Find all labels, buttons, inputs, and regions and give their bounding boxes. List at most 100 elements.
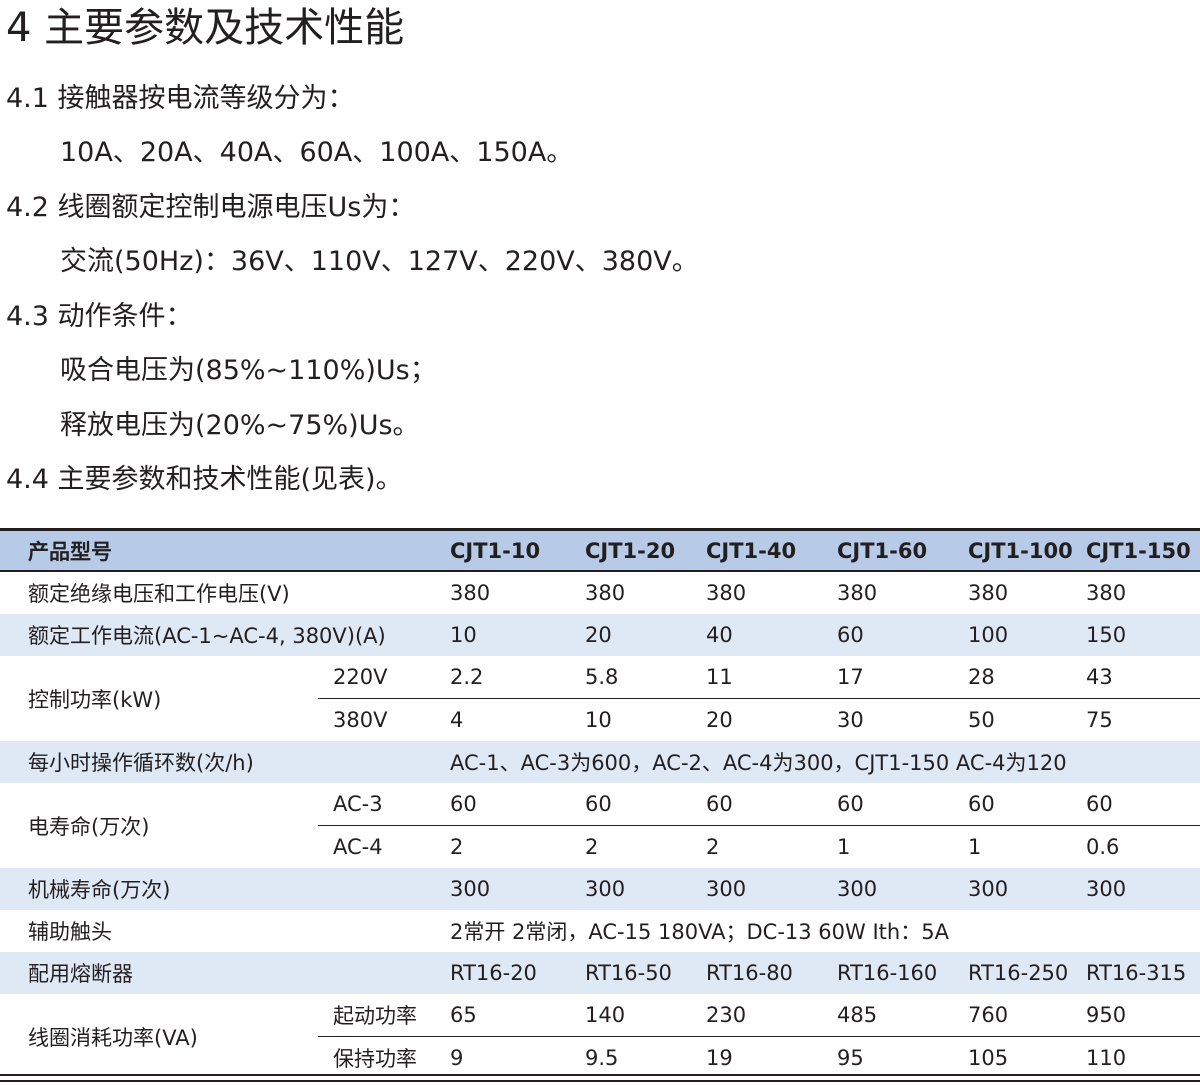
- value-cell: 950: [1084, 994, 1200, 1037]
- value-cell: RT16-20: [448, 952, 583, 994]
- value-cell: 60: [966, 783, 1084, 826]
- value-cell: 300: [835, 868, 966, 910]
- model-header: CJT1-150: [1084, 531, 1200, 572]
- value-cell: 19: [706, 1046, 733, 1070]
- sub-row-label: 220V: [318, 656, 448, 699]
- value-cell: 300: [704, 868, 835, 910]
- row-label: 辅助触头: [28, 920, 112, 944]
- model-header: CJT1-60: [835, 531, 966, 572]
- value-cell: 300: [583, 868, 704, 910]
- value-cell: 11: [704, 656, 835, 699]
- value-cell: 760: [966, 994, 1084, 1037]
- value-cell: 2: [706, 835, 720, 859]
- section-heading: 4 主要参数及技术性能: [6, 5, 405, 51]
- value-cell: 0.6: [1086, 835, 1120, 859]
- value-cell: 1: [968, 835, 982, 859]
- parameters-table: 产品型号 CJT1-10 CJT1-20 CJT1-40 CJT1-60 CJT1-100…: [0, 528, 1200, 1079]
- value-cell: 2: [585, 835, 599, 859]
- value-cell: 300: [448, 868, 583, 910]
- table-row: 保持功率 9 9.5 19 95 105 110: [0, 1037, 1200, 1080]
- value-cell: 140: [583, 994, 704, 1037]
- sub-row-label: 380V: [333, 708, 388, 732]
- value-cell: RT16-50: [583, 952, 704, 994]
- voltage-levels: 交流(50Hz)：36V、110V、127V、220V、380V。: [60, 246, 699, 277]
- model-header: CJT1-10: [448, 531, 583, 572]
- row-label: 额定工作电流(AC-1~AC-4, 380V)(A): [0, 614, 448, 656]
- value-cell: 5.8: [583, 656, 704, 699]
- value-cell: 50: [968, 708, 995, 732]
- row-label: 控制功率(kW): [28, 687, 162, 712]
- value-cell: 43: [1084, 656, 1200, 699]
- value-cell: 9: [450, 1046, 464, 1070]
- value-cell: RT16-315: [1084, 952, 1200, 994]
- value-cell: 2.2: [448, 656, 583, 699]
- value-cell: 380: [450, 581, 491, 605]
- value-cell: 150: [1084, 614, 1200, 656]
- value-cell: 10: [585, 708, 612, 732]
- sub-row-label: AC-3: [318, 783, 448, 826]
- row-label: 额定绝缘电压和工作电压(V): [28, 582, 290, 606]
- table-row: 辅助触头 2常开 2常闭，AC-15 180VA；DC-13 60W Ith：5A: [0, 910, 1200, 952]
- value-cell: 380: [837, 581, 878, 605]
- model-header: CJT1-40: [704, 531, 835, 572]
- row-label: 配用熔断器: [0, 952, 448, 994]
- value-cell: 380: [706, 581, 747, 605]
- row-label: 每小时操作循环数(次/h): [0, 741, 448, 783]
- value-cell: 20: [583, 614, 704, 656]
- value-cell: 40: [704, 614, 835, 656]
- value-cell: 105: [968, 1046, 1009, 1070]
- value-cell: 20: [706, 708, 733, 732]
- value-cell: 230: [704, 994, 835, 1037]
- header-label: 产品型号: [0, 531, 448, 572]
- para-4-2: 4.2 线圈额定控制电源电压Us为：: [6, 192, 416, 223]
- value-cell: 2: [450, 835, 464, 859]
- table-row: 产品型号 CJT1-10 CJT1-20 CJT1-40 CJT1-60 CJT1-100…: [0, 531, 1200, 572]
- para-4-4: 4.4 主要参数和技术性能(见表)。: [6, 464, 403, 495]
- table-bottom-rule: [0, 1074, 1200, 1082]
- value-cell: 28: [966, 656, 1084, 699]
- table-row: 每小时操作循环数(次/h) AC-1、AC-3为600，AC-2、AC-4为300…: [0, 741, 1200, 783]
- row-label: 机械寿命(万次): [0, 868, 448, 910]
- value-cell: 60: [704, 783, 835, 826]
- value-cell: 1: [837, 835, 851, 859]
- release-voltage: 释放电压为(20%~75%)Us。: [60, 410, 420, 441]
- row-text: 2常开 2常闭，AC-15 180VA；DC-13 60W Ith：5A: [450, 920, 949, 944]
- value-cell: 9.5: [585, 1046, 619, 1070]
- value-cell: 300: [966, 868, 1084, 910]
- value-cell: 60: [583, 783, 704, 826]
- para-4-1: 4.1 接触器按电流等级分为：: [6, 83, 355, 114]
- table-row: 额定绝缘电压和工作电压(V) 380 380 380 380 380 380: [0, 571, 1200, 614]
- value-cell: 30: [837, 708, 864, 732]
- row-label: 线圈消耗功率(VA): [28, 1025, 198, 1050]
- row-label: 电寿命(万次): [28, 814, 150, 839]
- sub-row-label: 保持功率: [333, 1047, 417, 1071]
- value-cell: 4: [450, 708, 464, 732]
- value-cell: 300: [1084, 868, 1200, 910]
- value-cell: 380: [968, 581, 1009, 605]
- value-cell: 17: [835, 656, 966, 699]
- value-cell: 60: [835, 783, 966, 826]
- current-levels: 10A、20A、40A、60A、100A、150A。: [60, 137, 574, 168]
- pickup-voltage: 吸合电压为(85%~110%)Us；: [60, 355, 437, 386]
- para-4-3: 4.3 动作条件：: [6, 301, 193, 332]
- sub-row-label: AC-4: [333, 835, 383, 859]
- value-cell: RT16-250: [966, 952, 1084, 994]
- value-cell: 60: [448, 783, 583, 826]
- value-cell: 60: [835, 614, 966, 656]
- value-cell: 485: [835, 994, 966, 1037]
- model-header: CJT1-20: [583, 531, 704, 572]
- value-cell: 380: [585, 581, 626, 605]
- value-cell: 110: [1086, 1046, 1127, 1070]
- model-header: CJT1-100: [966, 531, 1084, 572]
- table-row: 机械寿命(万次) 300 300 300 300 300 300: [0, 868, 1200, 910]
- value-cell: 100: [966, 614, 1084, 656]
- value-cell: 95: [837, 1046, 864, 1070]
- table-row: 配用熔断器 RT16-20 RT16-50 RT16-80 RT16-160 RT16-2…: [0, 952, 1200, 994]
- table-row: 额定工作电流(AC-1~AC-4, 380V)(A) 10 20 40 60 100 150: [0, 614, 1200, 656]
- value-cell: 60: [1084, 783, 1200, 826]
- table-row: AC-4 2 2 2 1 1 0.6: [0, 826, 1200, 869]
- value-cell: 75: [1086, 708, 1113, 732]
- value-cell: RT16-80: [704, 952, 835, 994]
- value-cell: RT16-160: [835, 952, 966, 994]
- table-row: 电寿命(万次) AC-3 60 60 60 60 60 60: [0, 783, 1200, 839]
